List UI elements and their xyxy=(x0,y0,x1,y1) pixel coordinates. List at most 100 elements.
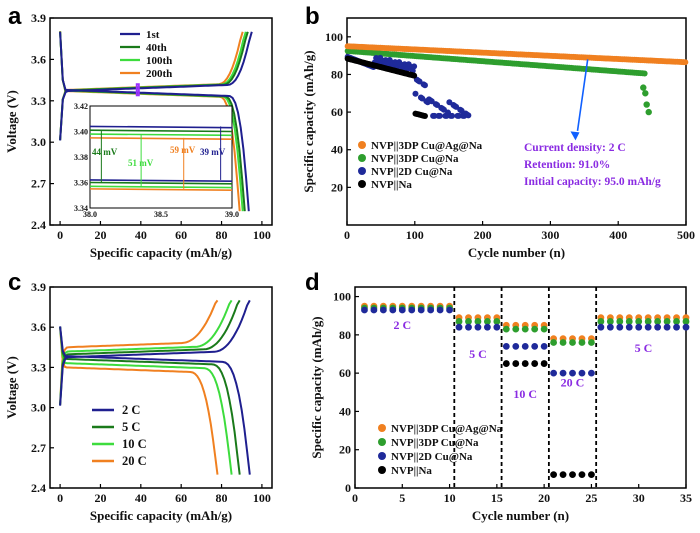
data-point xyxy=(654,318,662,325)
data-point xyxy=(379,306,387,314)
data-point xyxy=(559,471,567,478)
data-point-nvp3dpcuna xyxy=(641,70,648,77)
data-point-nvp2dcuna xyxy=(465,112,472,119)
data-point xyxy=(569,339,576,346)
x-tick-label: 80 xyxy=(216,491,228,505)
y-tick-label: 80 xyxy=(339,328,351,342)
series-line-discharge xyxy=(59,326,241,475)
data-point xyxy=(521,342,529,350)
x-tick-label: 80 xyxy=(216,228,228,242)
inset-y-tick-label: 3.36 xyxy=(74,179,88,188)
inset-discharge-line xyxy=(89,188,233,191)
x-tick-label: 40 xyxy=(135,491,147,505)
legend-label: 100th xyxy=(146,55,172,67)
inset-gap-label: 51 mV xyxy=(128,158,154,168)
x-axis-label: Cycle number (n) xyxy=(472,508,569,523)
legend-label: 5 C xyxy=(122,420,140,434)
data-point xyxy=(654,323,662,331)
data-point xyxy=(588,471,595,478)
series-line-charge xyxy=(59,299,219,405)
y-tick-label: 40 xyxy=(331,143,343,157)
data-point-green-tail xyxy=(642,90,649,97)
x-axis-label: Cycle number (n) xyxy=(468,245,565,260)
data-point xyxy=(474,318,482,325)
data-point xyxy=(531,360,539,367)
legend-marker xyxy=(358,141,366,149)
x-axis-label: Specific capacity (mAh/g) xyxy=(90,508,232,523)
data-point-green-tail xyxy=(640,84,647,91)
data-point xyxy=(578,369,586,377)
data-point xyxy=(606,318,614,325)
zoom-marker xyxy=(135,83,140,97)
legend-label: 20 C xyxy=(122,454,147,468)
data-point xyxy=(635,323,643,331)
data-point xyxy=(408,306,416,314)
x-tick-label: 0 xyxy=(57,491,63,505)
data-point xyxy=(512,342,520,350)
legend-label: NVP||2D Cu@Na xyxy=(371,166,453,178)
x-tick-label: 20 xyxy=(538,491,550,505)
x-tick-label: 100 xyxy=(253,491,271,505)
inset-x-tick-label: 39.0 xyxy=(225,210,239,219)
y-axis-label: Voltage (V) xyxy=(4,356,19,419)
data-point xyxy=(484,318,491,325)
data-point-green-tail xyxy=(645,108,652,116)
inset-frame xyxy=(89,105,233,209)
data-point xyxy=(446,306,453,314)
legend-marker xyxy=(358,154,366,162)
legend-marker xyxy=(378,452,386,460)
legend-marker xyxy=(358,180,366,188)
panel-a-voltage-profiles: 0 20 40 60 80 100 2.4 2.7 3.0 3.3 3.6 3.9 Specific c… xyxy=(4,11,273,260)
data-point xyxy=(455,323,463,331)
data-point-nvpna xyxy=(411,72,418,79)
inset-gap-label: 59 mV xyxy=(170,145,196,155)
data-point xyxy=(531,342,539,350)
y-axis-label: Specific capacity (mAh/g) xyxy=(301,50,316,192)
data-point xyxy=(644,318,652,325)
plot-frame xyxy=(49,17,273,226)
data-point xyxy=(436,306,444,314)
x-tick-label: 40 xyxy=(135,228,147,242)
legend-label: NVP||3DP Cu@Ag@Na xyxy=(371,140,483,152)
data-point xyxy=(578,471,586,478)
inset-charge-line xyxy=(89,133,233,137)
legend-marker xyxy=(358,167,366,175)
data-point xyxy=(502,342,510,350)
data-point xyxy=(673,323,680,331)
legend-label: 10 C xyxy=(122,437,147,451)
x-tick-label: 60 xyxy=(175,491,187,505)
x-tick-label: 30 xyxy=(633,491,645,505)
y-tick-label: 3.9 xyxy=(31,11,46,25)
inset-discharge-line xyxy=(89,179,233,183)
data-point xyxy=(663,323,671,331)
x-tick-label: 0 xyxy=(352,491,358,505)
panel-c-rate-profiles: 0 20 40 60 80 100 2.4 2.7 3.0 3.3 3.6 3.9 Specific c… xyxy=(4,280,273,523)
x-tick-label: 10 xyxy=(444,491,456,505)
data-point xyxy=(540,325,548,333)
y-tick-label: 100 xyxy=(333,290,351,304)
legend-label: 2 C xyxy=(122,403,140,417)
x-tick-label: 15 xyxy=(491,491,503,505)
y-tick-label: 2.4 xyxy=(31,481,46,495)
inset-y-tick-label: 3.40 xyxy=(74,128,88,137)
legend-label: NVP||3DP Cu@Na xyxy=(371,153,459,165)
panel-letter-c: c xyxy=(8,269,21,296)
rate-label: 20 C xyxy=(561,376,585,390)
data-point xyxy=(673,318,680,325)
data-point xyxy=(597,323,605,331)
y-tick-label: 80 xyxy=(331,67,343,81)
legend-label: NVP||2D Cu@Na xyxy=(391,451,473,463)
legend-marker xyxy=(378,466,386,474)
data-point xyxy=(625,323,633,331)
y-tick-label: 20 xyxy=(331,180,343,194)
data-point xyxy=(616,318,624,325)
legend-label: NVP||Na xyxy=(391,465,432,477)
x-tick-label: 5 xyxy=(399,491,405,505)
x-tick-label: 0 xyxy=(344,228,350,242)
y-tick-label: 20 xyxy=(339,443,351,457)
series-line-discharge xyxy=(59,31,250,212)
data-point xyxy=(616,323,624,331)
series-line-charge xyxy=(59,299,241,406)
data-point xyxy=(427,306,435,314)
